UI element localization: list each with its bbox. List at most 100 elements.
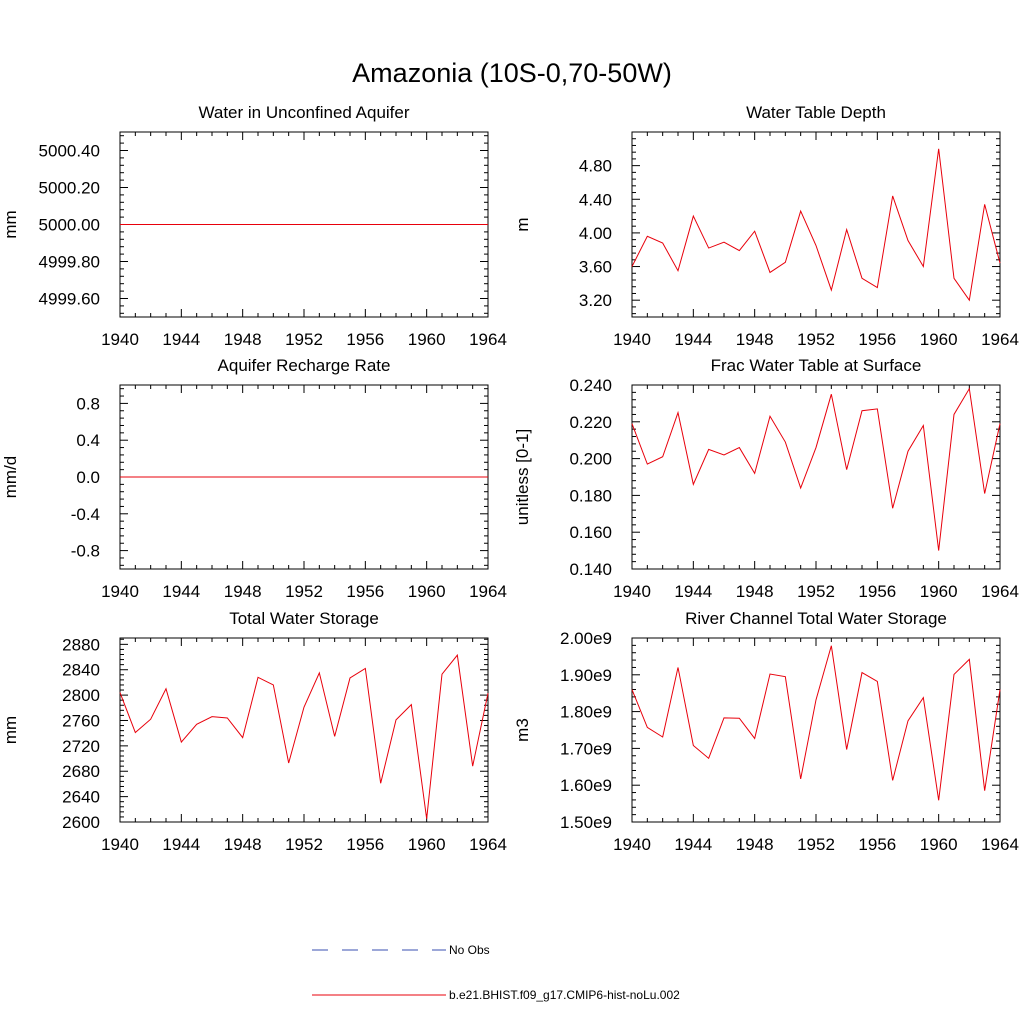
y-tick-label: 5000.20 bbox=[39, 179, 100, 198]
y-tick-label: 5000.40 bbox=[39, 142, 100, 161]
x-tick-label: 1952 bbox=[285, 330, 323, 349]
x-tick-label: 1956 bbox=[858, 582, 896, 601]
x-tick-label: 1952 bbox=[285, 835, 323, 854]
panel-title: Total Water Storage bbox=[229, 609, 379, 628]
y-tick-label: 0.160 bbox=[569, 523, 612, 542]
y-tick-label: 0.4 bbox=[76, 431, 100, 450]
plot-frame bbox=[631, 131, 1001, 318]
x-tick-label: 1948 bbox=[224, 330, 262, 349]
x-tick-label: 1940 bbox=[101, 582, 139, 601]
x-tick-label: 1940 bbox=[101, 835, 139, 854]
y-axis-label: unitless [0-1] bbox=[513, 429, 532, 525]
y-axis-label: mm bbox=[1, 210, 20, 238]
x-tick-label: 1952 bbox=[797, 582, 835, 601]
x-tick-label: 1960 bbox=[920, 330, 958, 349]
x-tick-label: 1948 bbox=[736, 835, 774, 854]
y-tick-label: 2680 bbox=[62, 762, 100, 781]
panel-title: Aquifer Recharge Rate bbox=[218, 356, 391, 375]
series-line bbox=[119, 653, 489, 819]
x-tick-label: 1960 bbox=[408, 582, 446, 601]
x-tick-label: 1952 bbox=[285, 582, 323, 601]
series-line bbox=[631, 387, 1001, 551]
panel-5: Total Water Storage mm 1940 1944 1948 1952 195… bbox=[1, 609, 507, 854]
panel-1: Water in Unconfined Aquifer mm 1940 1944 194… bbox=[1, 103, 507, 349]
y-tick-label: 0.240 bbox=[569, 376, 612, 395]
y-axis-label: mm/d bbox=[1, 456, 20, 499]
x-tick-label: 1948 bbox=[736, 330, 774, 349]
panel-title: Water in Unconfined Aquifer bbox=[198, 103, 409, 122]
x-tick-label: 1964 bbox=[981, 582, 1019, 601]
y-tick-label: 4.80 bbox=[579, 157, 612, 176]
y-tick-label: 5000.00 bbox=[39, 216, 100, 235]
panel-3: Aquifer Recharge Rate mm/d 1940 1944 1948 195… bbox=[1, 356, 507, 601]
x-tick-label: 1964 bbox=[981, 835, 1019, 854]
panel-title: Water Table Depth bbox=[746, 103, 886, 122]
y-tick-label: 0.8 bbox=[76, 394, 100, 413]
panel-title: Frac Water Table at Surface bbox=[711, 356, 922, 375]
x-tick-label: 1944 bbox=[674, 835, 712, 854]
y-tick-label: 2640 bbox=[62, 788, 100, 807]
x-tick-label: 1960 bbox=[408, 835, 446, 854]
plot-frame bbox=[119, 637, 489, 823]
x-tick-label: 1964 bbox=[469, 582, 507, 601]
figure-title: Amazonia (10S-0,70-50W) bbox=[352, 58, 672, 88]
y-tick-label: 1.60e9 bbox=[560, 776, 612, 795]
y-tick-label: 2760 bbox=[62, 711, 100, 730]
y-tick-label: -0.4 bbox=[71, 505, 100, 524]
x-tick-label: 1944 bbox=[674, 582, 712, 601]
legend-model-label: b.e21.BHIST.f09_g17.CMIP6-hist-noLu.002 bbox=[449, 988, 680, 1002]
x-tick-label: 1964 bbox=[469, 835, 507, 854]
y-tick-label: 4.40 bbox=[579, 190, 612, 209]
y-tick-label: 0.220 bbox=[569, 413, 612, 432]
x-tick-label: 1960 bbox=[920, 582, 958, 601]
x-tick-label: 1956 bbox=[346, 835, 384, 854]
y-tick-label: 4999.60 bbox=[39, 290, 100, 309]
x-tick-label: 1956 bbox=[858, 835, 896, 854]
y-tick-label: 2880 bbox=[62, 635, 100, 654]
y-tick-label: 4999.80 bbox=[39, 253, 100, 272]
y-tick-label: 4.00 bbox=[579, 224, 612, 243]
panel-title: River Channel Total Water Storage bbox=[685, 609, 947, 628]
y-tick-label: 2720 bbox=[62, 737, 100, 756]
x-tick-label: 1956 bbox=[346, 582, 384, 601]
y-axis-label: mm bbox=[1, 716, 20, 744]
x-tick-label: 1940 bbox=[613, 582, 651, 601]
x-tick-label: 1964 bbox=[981, 330, 1019, 349]
y-tick-label: 1.80e9 bbox=[560, 703, 612, 722]
series-line bbox=[631, 645, 1001, 801]
x-tick-label: 1948 bbox=[736, 582, 774, 601]
x-tick-label: 1948 bbox=[224, 582, 262, 601]
x-tick-label: 1944 bbox=[162, 835, 200, 854]
y-axis-label: m bbox=[513, 217, 532, 231]
x-tick-label: 1948 bbox=[224, 835, 262, 854]
x-tick-label: 1960 bbox=[408, 330, 446, 349]
x-tick-label: 1940 bbox=[613, 835, 651, 854]
y-tick-label: -0.8 bbox=[71, 542, 100, 561]
series-line bbox=[631, 148, 1001, 302]
plot-frame bbox=[631, 637, 1001, 823]
panels: Water in Unconfined Aquifer mm 1940 1944 194… bbox=[1, 103, 1019, 854]
y-tick-label: 2.00e9 bbox=[560, 629, 612, 648]
x-tick-label: 1960 bbox=[920, 835, 958, 854]
y-tick-label: 0.0 bbox=[76, 468, 100, 487]
x-tick-label: 1944 bbox=[162, 330, 200, 349]
y-tick-label: 0.200 bbox=[569, 450, 612, 469]
y-tick-label: 3.20 bbox=[579, 291, 612, 310]
y-tick-label: 2600 bbox=[62, 813, 100, 832]
legend: No Obs b.e21.BHIST.f09_g17.CMIP6-hist-no… bbox=[312, 943, 680, 1002]
x-tick-label: 1944 bbox=[674, 330, 712, 349]
panel-2: Water Table Depth m 1940 1944 1948 1952 1956 19… bbox=[513, 103, 1019, 349]
legend-obs-label: No Obs bbox=[449, 943, 490, 957]
x-tick-label: 1952 bbox=[797, 835, 835, 854]
y-tick-label: 0.180 bbox=[569, 486, 612, 505]
y-tick-label: 3.60 bbox=[579, 258, 612, 277]
y-tick-label: 1.50e9 bbox=[560, 813, 612, 832]
y-tick-label: 2800 bbox=[62, 686, 100, 705]
y-tick-label: 1.90e9 bbox=[560, 666, 612, 685]
y-tick-label: 0.140 bbox=[569, 560, 612, 579]
plot-frame bbox=[631, 384, 1001, 570]
x-tick-label: 1956 bbox=[858, 330, 896, 349]
panel-4: Frac Water Table at Surface unitless [0-1… bbox=[513, 356, 1019, 601]
